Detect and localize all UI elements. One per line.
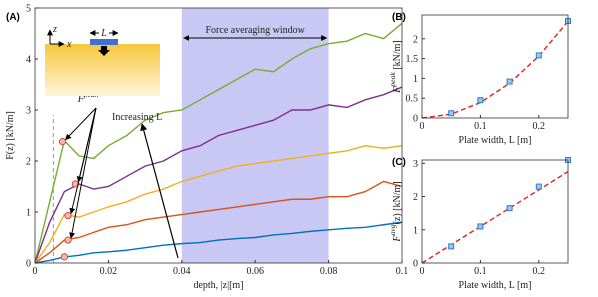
peak-arrow	[65, 107, 97, 141]
y-tick-label: 2	[413, 34, 418, 45]
x-tick-label: 0.2	[533, 266, 546, 277]
inset-x: x	[66, 39, 72, 50]
peak-marker	[60, 253, 68, 261]
y-axis-label: F(z) [kN/m]	[5, 111, 16, 160]
panel-label: (A)	[6, 12, 20, 23]
label-sup: avg	[388, 224, 397, 235]
inset-force	[98, 46, 110, 56]
x-tick-label: 0	[33, 266, 38, 277]
panel-label: (C)	[392, 157, 406, 168]
series-line	[34, 221, 403, 264]
y-tick-label: 4	[26, 55, 31, 66]
data-point	[448, 110, 455, 117]
fit-line	[421, 20, 569, 119]
x-axis-label: Plate width, L [m]	[459, 280, 532, 291]
inset-L: L	[100, 28, 107, 39]
y-tick-label: 2	[26, 157, 31, 168]
y-tick-label: 1.5	[406, 54, 419, 65]
series-line	[34, 180, 403, 264]
y-tick-label: 0.5	[406, 94, 419, 105]
y-tick-label: 2	[413, 192, 418, 203]
peak-arrow	[69, 107, 97, 215]
label-sup: peak	[388, 72, 397, 88]
axes-box	[34, 7, 403, 264]
x-axis-label: Plate width, L [m]	[459, 135, 532, 146]
data-point	[448, 243, 455, 250]
label-base: F	[77, 94, 85, 105]
inset-z: z	[52, 24, 57, 35]
fit-line	[421, 171, 569, 264]
x-tick-label: 0	[420, 121, 425, 132]
y-tick-label: 0	[413, 259, 418, 270]
x-tick-label: 0.04	[173, 266, 191, 277]
y-tick-label: 1	[413, 74, 418, 85]
label-rest: (z) [kN/m]	[392, 181, 403, 224]
x-tick-label: 0.1	[474, 121, 487, 132]
series-line	[34, 144, 403, 264]
x-tick-label: 0.06	[246, 266, 264, 277]
x-tick-label: 0.1	[474, 266, 487, 277]
label-base: F	[392, 235, 403, 243]
averaging-window	[181, 8, 329, 263]
peak-marker	[64, 236, 72, 244]
axes-box	[421, 14, 569, 119]
data-point	[535, 52, 542, 59]
axes-box	[421, 159, 569, 264]
x-tick-label: 0	[420, 266, 425, 277]
label-rest: [kN/m]	[392, 40, 403, 72]
y-tick-label: 3	[413, 159, 418, 170]
label-base: F	[392, 86, 403, 94]
y-tick-label: 5	[26, 4, 31, 15]
peak-marker	[64, 211, 72, 220]
data-point	[506, 78, 513, 85]
y-tick-label: 1	[26, 208, 31, 219]
axis-label: Fpeak [kN/m]	[388, 40, 403, 94]
x-axis-label: depth, |z|[m]	[193, 280, 243, 291]
y-tick-label: 0	[26, 259, 31, 270]
y-tick-label: 0	[413, 114, 418, 125]
peak-arrow	[69, 107, 97, 239]
data-point	[477, 97, 484, 104]
x-tick-label: 0.1	[396, 266, 409, 277]
peak-marker	[58, 138, 67, 146]
x-tick-label: 0.08	[320, 266, 338, 277]
inset-plate	[90, 39, 118, 45]
data-point	[535, 183, 542, 190]
data-point	[477, 223, 484, 230]
window-label: Force averaging window	[205, 25, 305, 36]
x-tick-label: 0.2	[533, 121, 546, 132]
increasing-label: Increasing L	[112, 112, 162, 123]
x-tick-label: 0.02	[100, 266, 118, 277]
y-tick-label: 1	[413, 225, 418, 236]
axis-label: Favg(z) [kN/m]	[388, 181, 403, 242]
series-line	[34, 86, 403, 264]
y-tick-label: 3	[26, 106, 31, 117]
inset-L-bg	[99, 27, 109, 38]
data-point	[506, 205, 513, 212]
increasing-arrow	[140, 123, 179, 259]
panel-label: (B)	[392, 12, 406, 23]
